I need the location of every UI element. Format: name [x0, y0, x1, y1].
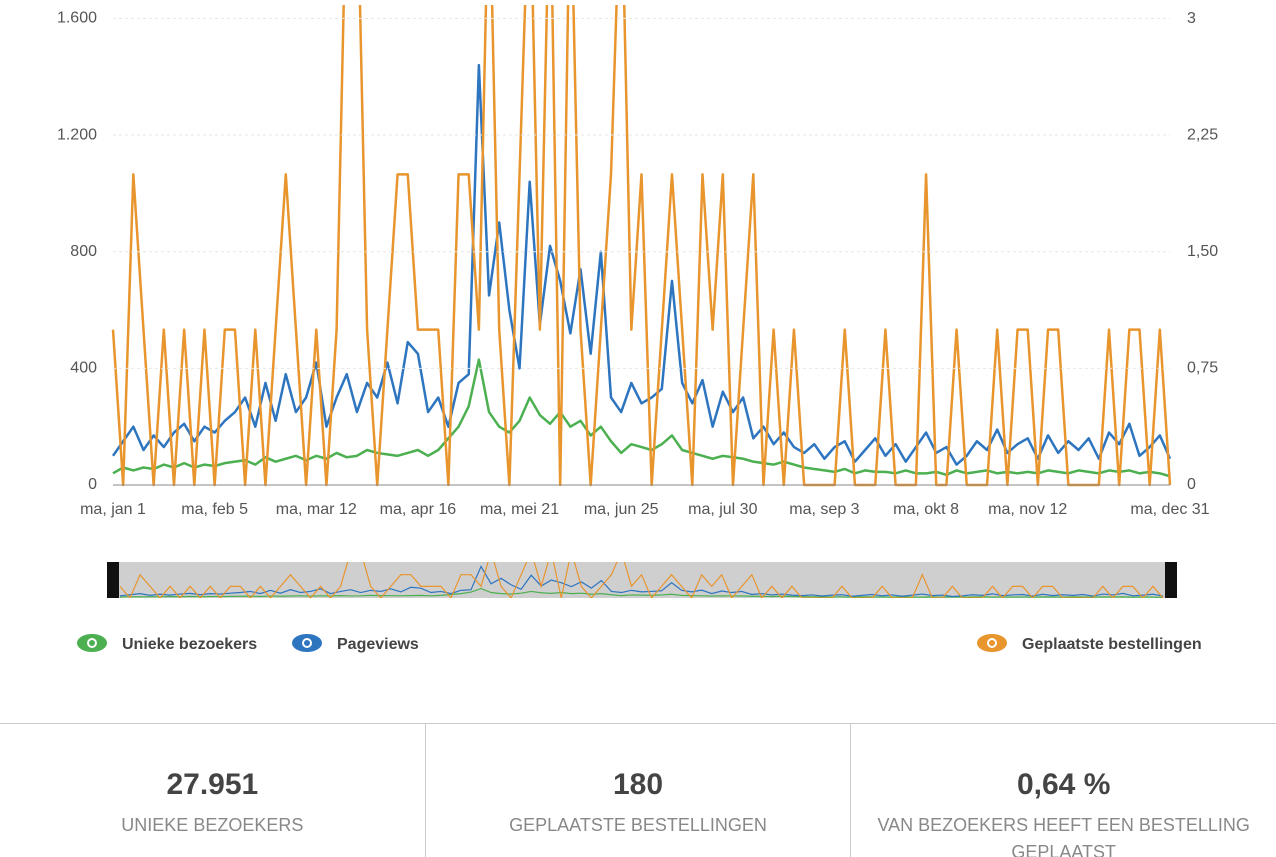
legend-icon-iris — [989, 640, 995, 646]
y2-tick-label: 2,25 — [1187, 127, 1218, 144]
legend-label: Geplaatste bestellingen — [1022, 636, 1202, 653]
x-tick-label: ma, mar 12 — [276, 501, 357, 518]
x-tick-label: ma, nov 12 — [988, 501, 1067, 518]
y-tick-label: 1.600 — [57, 10, 97, 27]
legend-item[interactable]: Unieke bezoekers — [77, 634, 257, 653]
stat-value: 27.951 — [166, 768, 259, 801]
y-tick-label: 400 — [70, 360, 97, 377]
y2-tick-label: 0,75 — [1187, 360, 1218, 377]
x-tick-label: ma, jun 25 — [584, 501, 659, 518]
x-tick-label: ma, feb 5 — [181, 501, 248, 518]
navigator-line — [119, 562, 1164, 598]
stat-label: UNIEKE BEZOEKERS — [121, 815, 304, 835]
y2-tick-label: 3 — [1187, 10, 1196, 27]
legend-item[interactable]: Pageviews — [292, 634, 419, 653]
navigator-series — [119, 562, 1164, 598]
navigator-line — [119, 587, 1164, 598]
x-tick-label: ma, sep 3 — [789, 501, 859, 518]
stat: 27.951 UNIEKE BEZOEKERS — [0, 724, 426, 857]
x-tick-label: ma, apr 16 — [380, 501, 457, 518]
chart: 0 400 800 1.200 1.600 0 0,75 1,50 2,25 3 ma, jan 1… — [57, 5, 1218, 653]
legend-label: Pageviews — [337, 636, 419, 653]
y2-tick-label: 1,50 — [1187, 243, 1218, 260]
x-tick-label: ma, jul 30 — [688, 501, 757, 518]
x-tick-label: ma, okt 8 — [893, 501, 959, 518]
legend-icon-iris — [89, 640, 95, 646]
navigator[interactable] — [107, 562, 1177, 598]
plot — [111, 5, 1172, 487]
stat-value: 180 — [612, 768, 664, 801]
stat-label: VAN BEZOEKERS HEEFT EEN BESTELLING GEPLA… — [877, 815, 1250, 857]
navigator-handle[interactable] — [1165, 562, 1177, 598]
series-line — [111, 5, 1172, 487]
x-tick-label: ma, mei 21 — [480, 501, 559, 518]
series-line — [111, 63, 1172, 466]
stat-value: 0,64 % — [1016, 768, 1111, 801]
stat: 180 GEPLAATSTE BESTELLINGEN — [426, 724, 852, 857]
x-tick-label: ma, jan 1 — [80, 501, 146, 518]
series-line — [112, 358, 1171, 478]
y-tick-label: 0 — [88, 476, 97, 493]
stat: 0,64 % VAN BEZOEKERS HEEFT EEN BESTELLING… — [851, 724, 1276, 857]
y-tick-label: 800 — [70, 243, 97, 260]
stat-label: GEPLAATSTE BESTELLINGEN — [509, 815, 767, 835]
y2-tick-label: 0 — [1187, 476, 1196, 493]
x-tick-label: ma, dec 31 — [1130, 501, 1209, 518]
legend-icon-iris — [304, 640, 310, 646]
navigator-handle[interactable] — [107, 562, 119, 598]
stats: 27.951 UNIEKE BEZOEKERS 180 GEPLAATSTE BES… — [0, 723, 1276, 857]
legend-item[interactable]: Geplaatste bestellingen — [977, 634, 1202, 653]
navigator-line — [119, 565, 1164, 598]
y-tick-label: 1.200 — [57, 126, 97, 143]
legend-label: Unieke bezoekers — [122, 636, 257, 653]
